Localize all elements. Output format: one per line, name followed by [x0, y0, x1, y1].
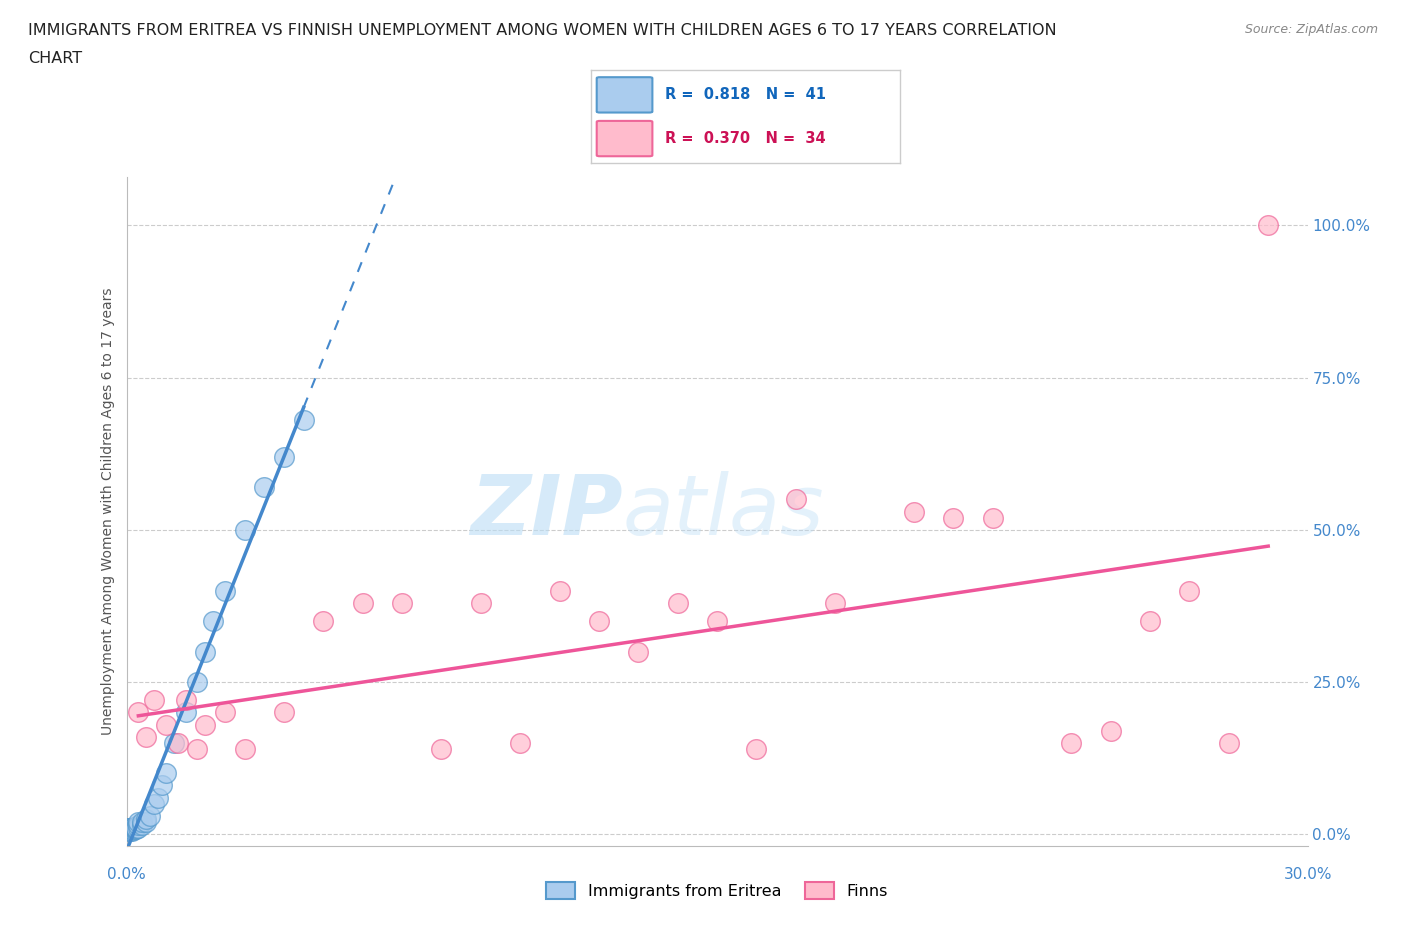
Point — [186, 674, 208, 689]
Point — [155, 717, 177, 732]
Text: 0.0%: 0.0% — [107, 867, 146, 882]
Point — [253, 480, 276, 495]
Point — [150, 778, 173, 793]
Point — [127, 817, 149, 832]
Point — [194, 717, 217, 732]
Point — [121, 820, 143, 835]
Point — [430, 741, 453, 756]
Point — [1099, 724, 1122, 738]
Text: IMMIGRANTS FROM ERITREA VS FINNISH UNEMPLOYMENT AMONG WOMEN WITH CHILDREN AGES 6: IMMIGRANTS FROM ERITREA VS FINNISH UNEMP… — [28, 23, 1057, 38]
Point — [509, 736, 531, 751]
Point — [174, 705, 197, 720]
Point — [292, 413, 315, 428]
Text: 30.0%: 30.0% — [1284, 867, 1331, 882]
Point — [824, 595, 846, 610]
Point — [131, 815, 153, 830]
Point — [124, 820, 146, 835]
Y-axis label: Unemployment Among Women with Children Ages 6 to 17 years: Unemployment Among Women with Children A… — [101, 287, 115, 736]
Text: atlas: atlas — [623, 471, 824, 552]
Point — [174, 693, 197, 708]
Point — [214, 705, 236, 720]
Point — [163, 736, 186, 751]
Point — [117, 824, 139, 839]
Point — [214, 583, 236, 598]
FancyBboxPatch shape — [596, 121, 652, 156]
Point — [118, 822, 141, 837]
Point — [194, 644, 217, 659]
Legend: Immigrants from Eritrea, Finns: Immigrants from Eritrea, Finns — [540, 876, 894, 905]
Point — [124, 819, 146, 834]
Point — [120, 820, 142, 835]
Point — [202, 614, 225, 629]
Point — [1257, 218, 1279, 232]
Point — [122, 822, 145, 837]
Text: R =  0.818   N =  41: R = 0.818 N = 41 — [665, 87, 825, 102]
Point — [131, 817, 153, 832]
Point — [470, 595, 492, 610]
Point — [233, 523, 256, 538]
Point — [122, 823, 145, 838]
Point — [143, 796, 166, 811]
Point — [312, 614, 335, 629]
Point — [233, 741, 256, 756]
Point — [1178, 583, 1201, 598]
Point — [588, 614, 610, 629]
Point — [1060, 736, 1083, 751]
Point — [127, 820, 149, 835]
Point — [903, 504, 925, 519]
Point — [942, 511, 965, 525]
Point — [352, 595, 374, 610]
Point — [121, 822, 143, 837]
Point — [139, 808, 162, 823]
Point — [1218, 736, 1240, 751]
Text: ZIP: ZIP — [470, 471, 623, 552]
Point — [127, 705, 149, 720]
Point — [121, 824, 143, 839]
Point — [143, 693, 166, 708]
Point — [118, 820, 141, 835]
Point — [273, 449, 295, 464]
Point — [135, 812, 157, 827]
Point — [124, 822, 146, 837]
Text: Source: ZipAtlas.com: Source: ZipAtlas.com — [1244, 23, 1378, 36]
Point — [666, 595, 689, 610]
Point — [785, 492, 807, 507]
Point — [745, 741, 768, 756]
FancyBboxPatch shape — [596, 77, 652, 113]
Point — [120, 822, 142, 837]
Point — [166, 736, 188, 751]
Point — [155, 765, 177, 780]
Text: CHART: CHART — [28, 51, 82, 66]
Point — [124, 820, 146, 835]
Point — [706, 614, 728, 629]
Point — [118, 824, 141, 839]
Point — [186, 741, 208, 756]
Point — [117, 820, 139, 835]
Point — [127, 815, 149, 830]
Point — [135, 729, 157, 744]
Point — [146, 790, 169, 805]
Point — [627, 644, 650, 659]
Point — [981, 511, 1004, 525]
Point — [121, 820, 143, 835]
Point — [120, 822, 142, 837]
Text: R =  0.370   N =  34: R = 0.370 N = 34 — [665, 131, 825, 146]
Point — [125, 820, 148, 835]
Point — [135, 815, 157, 830]
Point — [548, 583, 571, 598]
Point — [273, 705, 295, 720]
Point — [1139, 614, 1161, 629]
Point — [391, 595, 413, 610]
